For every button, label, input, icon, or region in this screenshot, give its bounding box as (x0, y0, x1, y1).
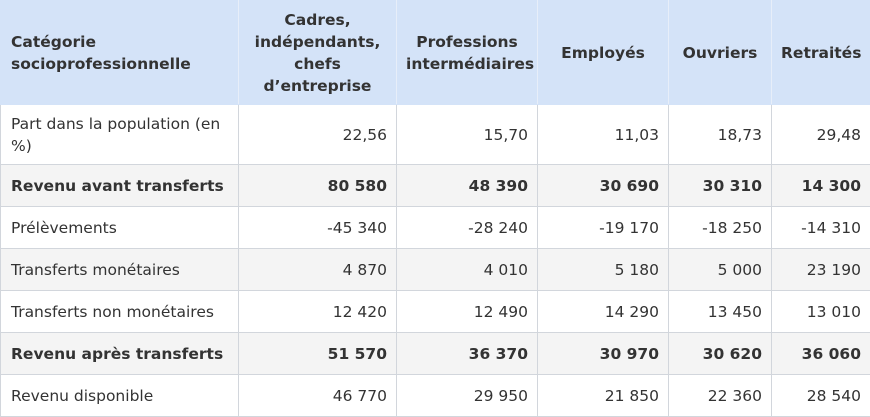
table-header-row: Catégorie socioprofessionnelle Cadres, i… (1, 1, 870, 105)
cell-value: 46 770 (239, 375, 397, 417)
table-row: Transferts monétaires 4 870 4 010 5 180 … (1, 249, 870, 291)
cell-value: 12 420 (239, 291, 397, 333)
cell-value: 4 870 (239, 249, 397, 291)
cell-value: 36 060 (772, 333, 870, 375)
cell-value: -14 310 (772, 207, 870, 249)
cell-value: -28 240 (397, 207, 538, 249)
cell-value: -19 170 (538, 207, 669, 249)
table-row: Part dans la population (en %) 22,56 15,… (1, 105, 870, 165)
cell-value: 30 310 (669, 165, 772, 207)
cell-value: -18 250 (669, 207, 772, 249)
row-label: Transferts monétaires (1, 249, 239, 291)
table-row: Prélèvements -45 340 -28 240 -19 170 -18… (1, 207, 870, 249)
cell-value: 28 540 (772, 375, 870, 417)
cell-value: 23 190 (772, 249, 870, 291)
cell-value: 5 000 (669, 249, 772, 291)
cell-value: 30 970 (538, 333, 669, 375)
cell-value: 29 950 (397, 375, 538, 417)
row-label: Revenu disponible (1, 375, 239, 417)
cell-value: 29,48 (772, 105, 870, 165)
cell-value: 80 580 (239, 165, 397, 207)
cell-value: 12 490 (397, 291, 538, 333)
cell-value: 30 620 (669, 333, 772, 375)
column-header-professions-intermediaires: Professions intermédiaires (397, 1, 538, 105)
row-label: Prélèvements (1, 207, 239, 249)
row-label: Revenu après transferts (1, 333, 239, 375)
cell-value: 21 850 (538, 375, 669, 417)
cell-value: 4 010 (397, 249, 538, 291)
cell-value: 13 010 (772, 291, 870, 333)
column-header-ouvriers: Ouvriers (669, 1, 772, 105)
cell-value: 51 570 (239, 333, 397, 375)
cell-value: 5 180 (538, 249, 669, 291)
column-header-employes: Employés (538, 1, 669, 105)
cell-value: 11,03 (538, 105, 669, 165)
cell-value: -45 340 (239, 207, 397, 249)
cell-value: 30 690 (538, 165, 669, 207)
table-row: Revenu disponible 46 770 29 950 21 850 2… (1, 375, 870, 417)
table-row: Revenu avant transferts 80 580 48 390 30… (1, 165, 870, 207)
column-header-retraites: Retraités (772, 1, 870, 105)
cell-value: 22 360 (669, 375, 772, 417)
cell-value: 22,56 (239, 105, 397, 165)
cell-value: 13 450 (669, 291, 772, 333)
cell-value: 15,70 (397, 105, 538, 165)
cell-value: 36 370 (397, 333, 538, 375)
cell-value: 18,73 (669, 105, 772, 165)
cell-value: 14 290 (538, 291, 669, 333)
column-header-category: Catégorie socioprofessionnelle (1, 1, 239, 105)
cell-value: 14 300 (772, 165, 870, 207)
row-label: Revenu avant transferts (1, 165, 239, 207)
row-label: Transferts non monétaires (1, 291, 239, 333)
table-row: Revenu après transferts 51 570 36 370 30… (1, 333, 870, 375)
cell-value: 48 390 (397, 165, 538, 207)
table-row: Transferts non monétaires 12 420 12 490 … (1, 291, 870, 333)
row-label: Part dans la population (en %) (1, 105, 239, 165)
column-header-cadres: Cadres, indépendants, chefs d’entreprise (239, 1, 397, 105)
